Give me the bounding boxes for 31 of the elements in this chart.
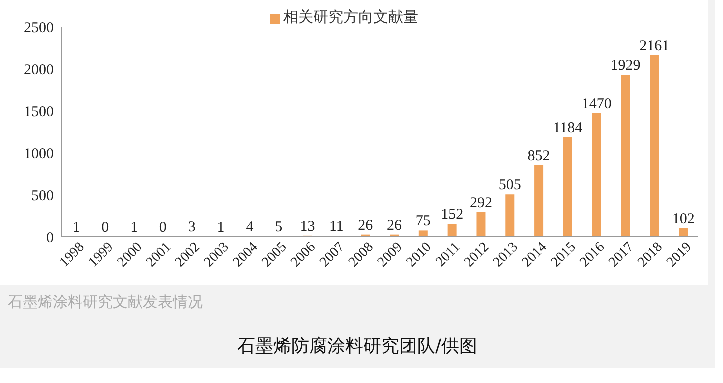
y-tick-label: 2500	[24, 20, 54, 36]
data-label: 102	[672, 211, 695, 228]
y-tick-label: 500	[32, 188, 54, 204]
text: 石墨烯涂料研究文献发表情况	[7, 292, 204, 313]
data-label: 0	[159, 220, 167, 236]
data-label: 26	[387, 218, 402, 234]
data-label: 1184	[553, 120, 584, 137]
data-label: 1470	[582, 96, 612, 113]
y-tick-label: 1500	[24, 104, 54, 120]
data-label: 1	[72, 220, 80, 236]
text: 石墨烯防腐涂料研究团队/供图	[236, 335, 479, 359]
data-label: 292	[470, 195, 492, 212]
data-label: 13	[300, 218, 316, 235]
data-label: 1929	[610, 58, 641, 74]
y-tick-label: 2000	[24, 62, 54, 78]
y-tick-label: 1000	[24, 146, 54, 162]
data-label: 152	[441, 207, 464, 224]
data-label: 3	[188, 220, 196, 236]
y-tick-label: 0	[46, 230, 54, 246]
data-label: 11	[329, 219, 344, 236]
data-label: 4	[246, 220, 254, 236]
data-label: 852	[528, 148, 550, 164]
data-label: 1	[217, 220, 225, 236]
data-label: 505	[498, 178, 522, 194]
data-label: 1	[130, 220, 138, 236]
data-label: 26	[358, 218, 374, 234]
data-label: 2161	[640, 38, 670, 54]
legend-label: 相关研究方向文献量	[284, 10, 418, 26]
data-label: 5	[275, 220, 283, 236]
data-label: 0	[102, 220, 110, 236]
data-label: 75	[416, 214, 431, 230]
